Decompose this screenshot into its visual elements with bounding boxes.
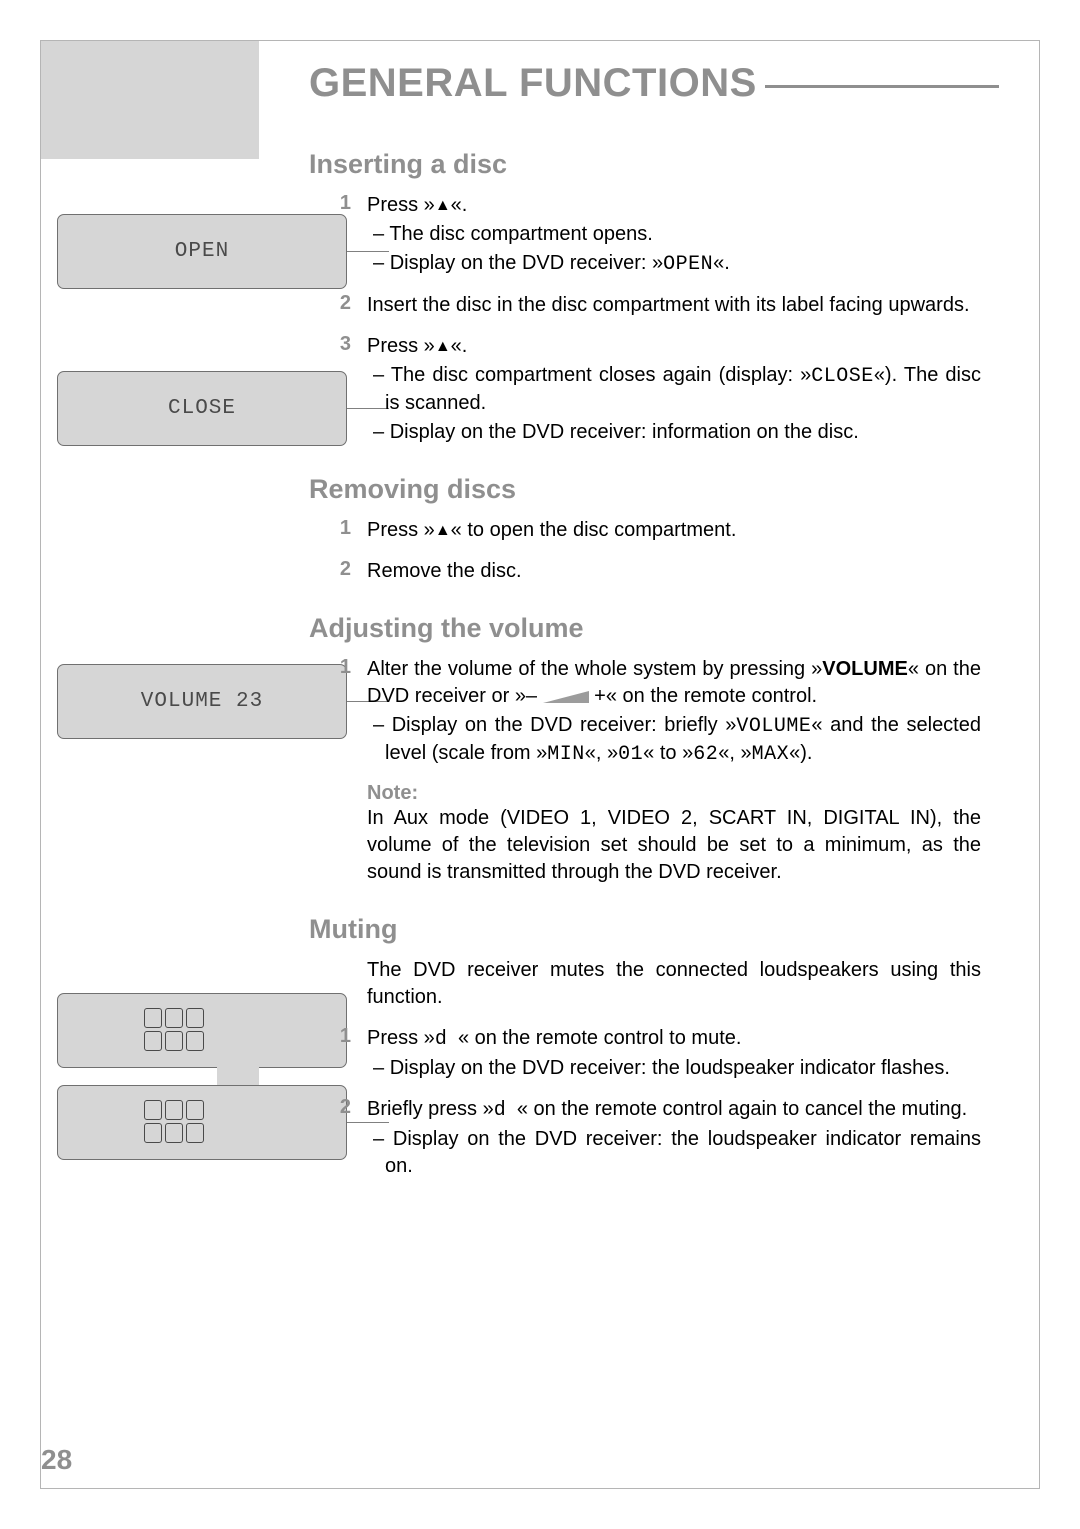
sub-line: Display on the DVD receiver: briefly »VO… [367,712,981,768]
text: 01 [618,743,643,766]
text: «). [789,742,812,764]
text: The disc compartment opens. [389,223,652,245]
display-text: OPEN [175,240,229,263]
section-heading-volume: Adjusting the volume [309,613,981,644]
text: «, » [718,742,751,764]
muting-intro: The DVD receiver mutes the connected lou… [367,957,981,1011]
step-body: Alter the volume of the whole system by … [367,656,981,768]
speaker-cluster-icon [144,1100,204,1143]
text: «. [451,194,468,216]
text: Display on the DVD receiver: the loudspe… [390,1057,950,1079]
note-label: Note: [367,782,981,805]
display-panel-close: CLOSE [57,371,347,446]
display-panel-open: OPEN [57,214,347,289]
step: 1 Press »▲«. The disc compartment opens.… [309,192,981,278]
volume-wedge-icon [543,691,589,703]
text: 62 [693,743,718,766]
text: «, » [585,742,618,764]
step: 2 Briefly press »d « on the remote contr… [309,1096,981,1180]
text: «. [713,252,730,274]
page-number: 28 [41,1444,72,1476]
text: Briefly press » [367,1098,494,1120]
eject-icon: ▲ [435,522,451,539]
text: Press » [367,1027,435,1049]
step: 1 Press »d « on the remote control to mu… [309,1025,981,1082]
text: +« on the remote control. [589,685,817,707]
text: VOLUME [736,715,811,738]
text: «. [451,335,468,357]
text: Alter the volume of the whole system by … [367,658,822,680]
display-text: CLOSE [168,397,236,420]
section-heading-muting: Muting [309,914,981,945]
mute-icon: d [435,1028,447,1051]
page-title-row: GENERAL FUNCTIONS [309,61,999,106]
text: « to » [643,742,693,764]
text: « on the remote control again to cancel … [517,1098,967,1120]
text: Press » [367,519,435,541]
step-number: 2 [309,1096,351,1180]
section-heading-inserting: Inserting a disc [309,149,981,180]
text: Press » [367,194,435,216]
page-frame: GENERAL FUNCTIONS OPEN CLOSE VOLUME 23 I… [40,40,1040,1489]
step-number: 1 [309,1025,351,1082]
sub-line: The disc compartment closes again (displ… [367,362,981,417]
note-body: In Aux mode (VIDEO 1, VIDEO 2, SCART IN,… [367,805,981,886]
step: 2 Remove the disc. [309,558,981,585]
step-number: 3 [309,333,351,446]
text: The disc compartment closes again (displ… [391,364,811,386]
step-number: 1 [309,656,351,768]
text: MAX [752,743,790,766]
step: 1 Alter the volume of the whole system b… [309,656,981,768]
step-body: Remove the disc. [367,558,981,585]
sub-line: Display on the DVD receiver: information… [367,419,981,446]
step-body: Press »▲«. The disc compartment opens. D… [367,192,981,278]
text: OPEN [663,253,713,276]
text: MIN [547,743,585,766]
text: Press » [367,335,435,357]
sub-line: The disc compartment opens. [367,221,981,248]
step-body: Press »▲« to open the disc compartment. [367,517,981,544]
step: 3 Press »▲«. The disc compartment closes… [309,333,981,446]
title-rule [765,85,999,88]
text: Display on the DVD receiver: briefly » [392,714,737,736]
margin-grey-block [41,41,259,159]
mute-icon: d [494,1099,506,1122]
step-number: 2 [309,292,351,319]
sub-line: Display on the DVD receiver: the loudspe… [367,1055,981,1082]
step-number: 1 [309,192,351,278]
display-panel-volume: VOLUME 23 [57,664,347,739]
step-number: 2 [309,558,351,585]
page-title: GENERAL FUNCTIONS [309,61,757,106]
text: Display on the DVD receiver: » [390,252,663,274]
step-number: 1 [309,517,351,544]
step: 2 Insert the disc in the disc compartmen… [309,292,981,319]
display-panel-mute2 [57,1085,347,1160]
text: « to open the disc compartment. [451,519,737,541]
text: Display on the DVD receiver: information… [390,421,859,443]
step: 1 Press »▲« to open the disc compartment… [309,517,981,544]
step-body: Press »▲«. The disc compartment closes a… [367,333,981,446]
display-panel-mute1 [57,993,347,1068]
step-body: Briefly press »d « on the remote control… [367,1096,981,1180]
text: CLOSE [811,365,874,388]
text: VOLUME [822,658,908,680]
sub-line: Display on the DVD receiver: the loudspe… [367,1126,981,1180]
text: « on the remote control to mute. [458,1027,742,1049]
display-text: VOLUME 23 [141,690,263,713]
step-body: Press »d « on the remote control to mute… [367,1025,981,1082]
sub-line: Display on the DVD receiver: »OPEN«. [367,250,981,278]
text: Display on the DVD receiver: the loudspe… [385,1128,981,1177]
section-heading-removing: Removing discs [309,474,981,505]
content-column: Inserting a disc 1 Press »▲«. The disc c… [309,149,981,1194]
step-body: Insert the disc in the disc compartment … [367,292,981,319]
speaker-cluster-icon [144,1008,204,1051]
eject-icon: ▲ [435,197,451,214]
eject-icon: ▲ [435,338,451,355]
